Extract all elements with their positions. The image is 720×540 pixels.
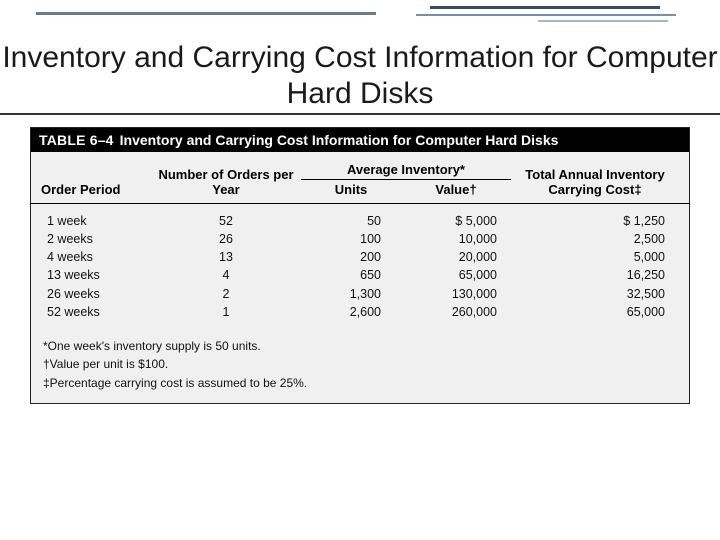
decor-line-right-1	[430, 6, 660, 9]
cell-cost: 32,500	[511, 285, 679, 303]
table-header-row: Order Period Number of Orders per Year A…	[31, 152, 689, 204]
table-title-bar: TABLE 6–4 Inventory and Carrying Cost In…	[31, 128, 689, 152]
table-row: 52 weeks 1 2,600 260,000 65,000	[41, 303, 679, 321]
cell-period: 4 weeks	[41, 248, 151, 266]
col-header-avg-inventory-group: Average Inventory* Units Value†	[301, 162, 511, 197]
decor-line-right-3	[538, 20, 668, 22]
cell-value: 130,000	[401, 285, 511, 303]
table-row: 2 weeks 26 100 10,000 2,500	[41, 230, 679, 248]
cell-units: 200	[301, 248, 401, 266]
cell-period: 2 weeks	[41, 230, 151, 248]
col-subheader-value: Value†	[401, 182, 511, 197]
col-header-order-period: Order Period	[41, 182, 151, 197]
table-caption: Inventory and Carrying Cost Information …	[120, 132, 559, 148]
table-row: 4 weeks 13 200 20,000 5,000	[41, 248, 679, 266]
cell-period: 52 weeks	[41, 303, 151, 321]
col-header-avg-inventory: Average Inventory*	[301, 162, 511, 180]
cell-orders: 13	[151, 248, 301, 266]
table-row: 13 weeks 4 650 65,000 16,250	[41, 266, 679, 284]
table-label: TABLE 6–4	[39, 132, 114, 148]
cell-units: 2,600	[301, 303, 401, 321]
cell-units: 650	[301, 266, 401, 284]
footnote-c: ‡Percentage carrying cost is assumed to …	[43, 375, 677, 392]
cell-orders: 52	[151, 212, 301, 230]
cell-cost: 2,500	[511, 230, 679, 248]
footnote-a: *One week's inventory supply is 50 units…	[43, 338, 677, 355]
footnote-b: †Value per unit is $100.	[43, 356, 677, 373]
cell-value: 65,000	[401, 266, 511, 284]
cell-units: 100	[301, 230, 401, 248]
decor-line-right-2	[416, 14, 676, 16]
cell-period: 1 week	[41, 212, 151, 230]
slide-title: Inventory and Carrying Cost Information …	[0, 40, 720, 115]
cell-cost: $ 1,250	[511, 212, 679, 230]
cell-value: 20,000	[401, 248, 511, 266]
cell-cost: 16,250	[511, 266, 679, 284]
table-footnotes: *One week's inventory supply is 50 units…	[31, 327, 689, 403]
cell-value: 10,000	[401, 230, 511, 248]
col-header-orders-per-year: Number of Orders per Year	[151, 167, 301, 197]
cell-period: 26 weeks	[41, 285, 151, 303]
table-row: 26 weeks 2 1,300 130,000 32,500	[41, 285, 679, 303]
cell-orders: 26	[151, 230, 301, 248]
cell-units: 1,300	[301, 285, 401, 303]
table-row: 1 week 52 50 $ 5,000 $ 1,250	[41, 212, 679, 230]
table-body: 1 week 52 50 $ 5,000 $ 1,250 2 weeks 26 …	[31, 204, 689, 327]
cell-cost: 65,000	[511, 303, 679, 321]
decor-line-left	[36, 12, 376, 15]
table-container: TABLE 6–4 Inventory and Carrying Cost In…	[30, 127, 690, 404]
cell-orders: 4	[151, 266, 301, 284]
col-header-total-cost: Total Annual Inventory Carrying Cost‡	[511, 167, 679, 197]
cell-orders: 2	[151, 285, 301, 303]
cell-value: $ 5,000	[401, 212, 511, 230]
cell-cost: 5,000	[511, 248, 679, 266]
slide-top-decoration	[0, 0, 720, 28]
cell-value: 260,000	[401, 303, 511, 321]
col-subheader-units: Units	[301, 182, 401, 197]
cell-orders: 1	[151, 303, 301, 321]
cell-period: 13 weeks	[41, 266, 151, 284]
cell-units: 50	[301, 212, 401, 230]
